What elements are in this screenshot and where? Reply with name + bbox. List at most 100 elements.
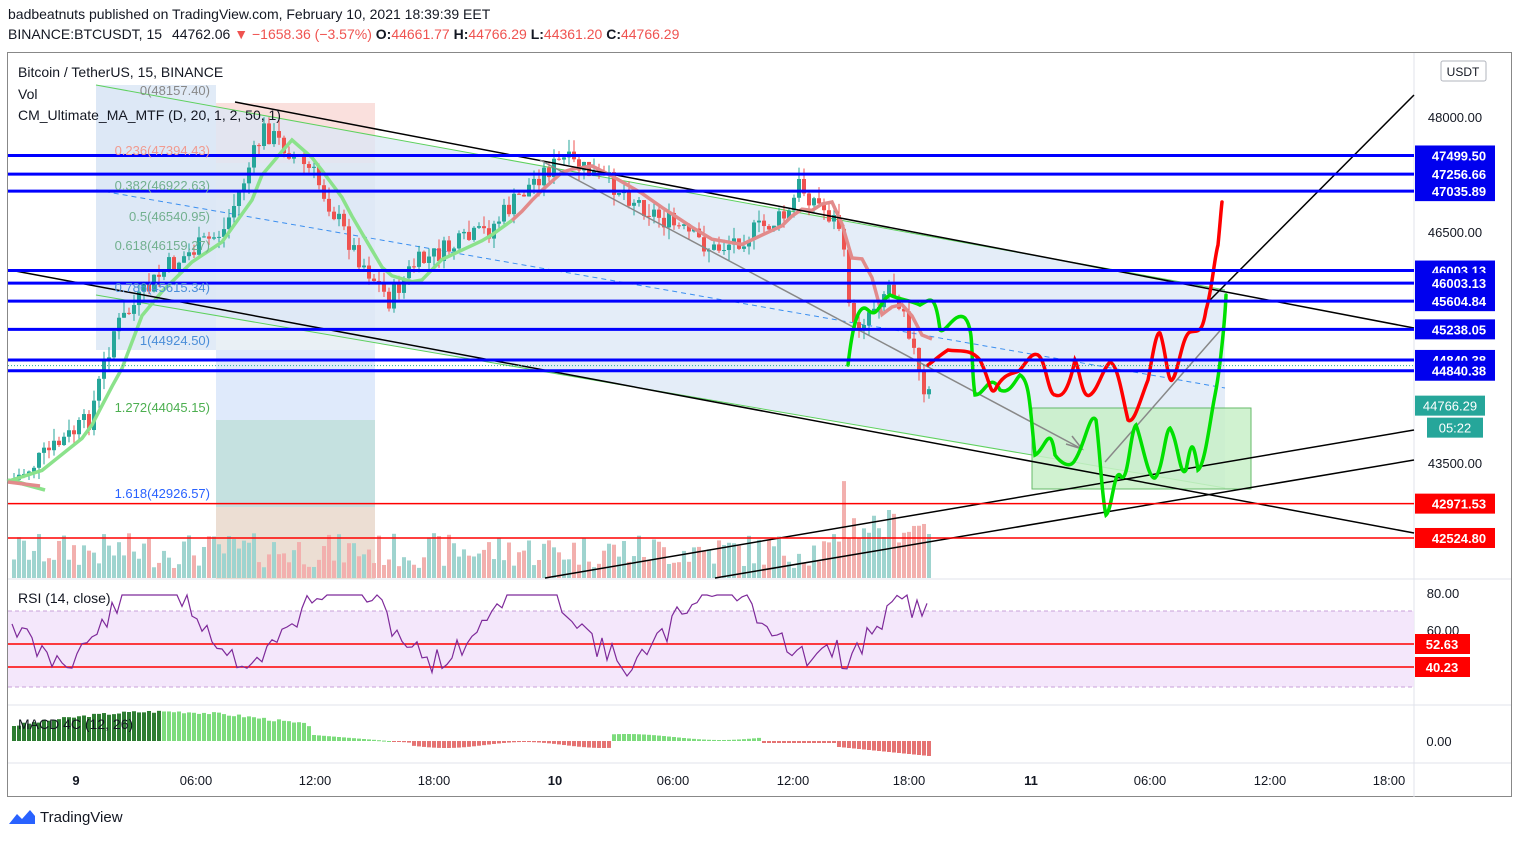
macd-bar [692, 738, 696, 741]
macd-bar [437, 741, 441, 748]
fib-label-7: 1.272(44045.15) [115, 400, 210, 415]
macd-bar [637, 734, 641, 741]
macd-bar [597, 741, 601, 748]
volume-bar [347, 543, 351, 578]
macd-bar [842, 741, 846, 748]
candle-body [667, 212, 671, 228]
candle-body [242, 183, 246, 192]
macd-bar [372, 739, 376, 741]
macd-bar [412, 741, 416, 746]
candle-body [307, 164, 311, 168]
candle-body [232, 205, 236, 218]
macd-bar [792, 741, 796, 743]
macd-bar [277, 719, 281, 741]
candle-body [672, 212, 676, 226]
candle-body [427, 256, 431, 263]
volume-bar [82, 545, 86, 578]
macd-bar [747, 738, 751, 741]
price-tick-2: 43500.00 [1428, 456, 1482, 471]
macd-bar [647, 734, 651, 741]
candle-body [817, 198, 821, 204]
volume-bar [57, 540, 61, 578]
volume-bar [647, 560, 651, 578]
close-value: 44766.29 [620, 26, 680, 42]
candle-body [922, 371, 926, 395]
candle-body [782, 211, 786, 219]
volume-bar [797, 553, 801, 578]
scenario-path-red [926, 200, 1224, 423]
price-tick-0: 48000.00 [1428, 110, 1482, 125]
macd-bar [877, 741, 881, 751]
time-tick-6: 12:00 [777, 773, 810, 788]
volume-bar [447, 534, 451, 578]
fib-label-8: 1.618(42926.57) [115, 486, 210, 501]
volume-bar [907, 531, 911, 578]
candle-body [157, 274, 161, 277]
macd-bar [807, 741, 811, 743]
candle-body [722, 250, 726, 252]
tradingview-branding[interactable]: TradingView [8, 808, 123, 826]
volume-bar [572, 542, 576, 578]
candle-body [122, 312, 126, 318]
level-label-10: 42524.80 [1432, 531, 1486, 546]
macd-bar [557, 741, 561, 745]
macd-bar [227, 715, 231, 741]
volume-bar [282, 553, 286, 578]
volume-bar [432, 533, 436, 578]
volume-bar [582, 537, 586, 578]
volume-bar [147, 538, 151, 578]
volume-bar [142, 543, 146, 578]
macd-bar [542, 741, 546, 743]
macd-bar [32, 722, 36, 741]
candle-body [202, 236, 206, 238]
volume-bar [827, 542, 831, 578]
volume-bar [17, 537, 21, 578]
last-price-badge [1415, 395, 1485, 416]
macd-bar [547, 741, 551, 744]
candle-body [57, 440, 61, 446]
volume-bar [317, 559, 321, 578]
volume-bar [892, 513, 896, 578]
candle-body [342, 213, 346, 227]
volume-bar [887, 509, 891, 578]
macd-bar [207, 714, 211, 741]
last-price-label: 44766.29 [1423, 399, 1477, 414]
rsi-line [11, 593, 928, 678]
macd-bar [352, 738, 356, 741]
volume-bar [517, 552, 521, 578]
volume-bar [657, 541, 661, 578]
volume-bar [467, 555, 471, 578]
macd-bar [502, 741, 506, 743]
macd-bar [182, 713, 186, 741]
volume-bar [152, 567, 156, 578]
candle-body [277, 131, 281, 138]
volume-bar [67, 559, 71, 578]
volume-bar [722, 544, 726, 578]
candle-body [637, 200, 641, 203]
macd-bar [402, 741, 406, 743]
time-tick-8: 11 [1024, 773, 1038, 788]
chart-frame[interactable] [7, 52, 1512, 797]
macd-bar [682, 738, 686, 741]
macd-bar [317, 735, 321, 741]
macd-bar [622, 734, 626, 741]
candle-body [182, 256, 186, 263]
volume-bar [337, 534, 341, 578]
volume-bar [682, 550, 686, 578]
volume-bar [392, 533, 396, 578]
volume-bar [42, 561, 46, 578]
macd-bar [662, 736, 666, 741]
candle-body [532, 178, 536, 185]
candle-body [912, 338, 916, 348]
macd-bar [582, 741, 586, 748]
macd-bar [677, 737, 681, 741]
volume-bar [577, 564, 581, 578]
time-tick-2: 12:00 [299, 773, 332, 788]
macd-bar [722, 739, 726, 741]
macd-bar [297, 722, 301, 741]
candle-body [807, 193, 811, 206]
macd-bar [212, 712, 216, 741]
candle-body [787, 210, 791, 219]
candle-body [112, 331, 116, 358]
